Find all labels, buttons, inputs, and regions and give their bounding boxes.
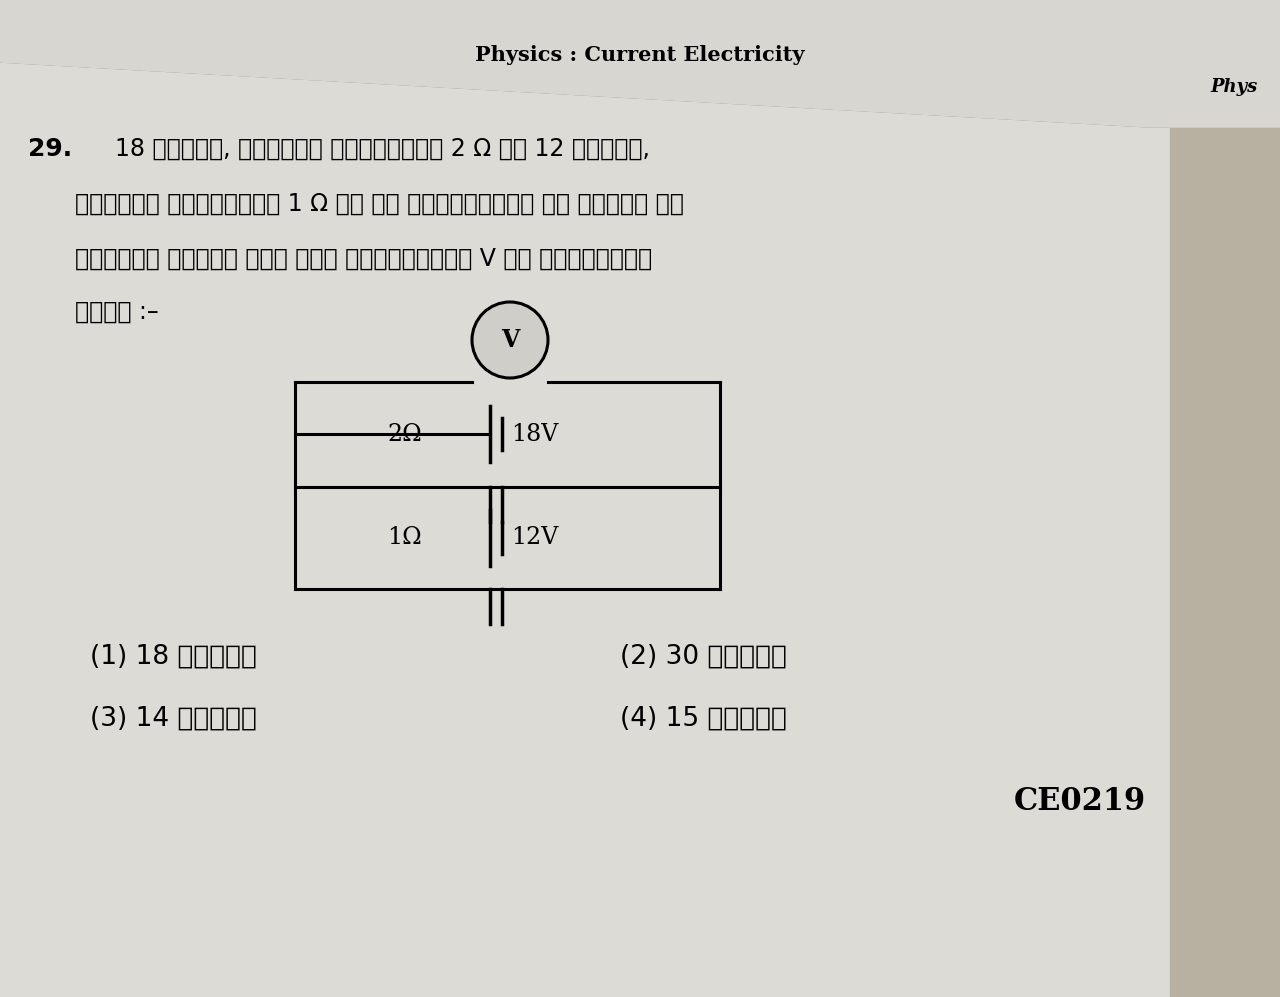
Text: (1) 18 वोल्ट: (1) 18 वोल्ट xyxy=(90,644,257,670)
Text: (3) 14 वोल्ट: (3) 14 वोल्ट xyxy=(90,706,257,732)
Text: 2Ω: 2Ω xyxy=(388,423,422,446)
Bar xyxy=(1170,0,1280,997)
Polygon shape xyxy=(0,0,1280,127)
Text: Physics : Current Electricity: Physics : Current Electricity xyxy=(475,45,805,65)
Text: अनुसार जोड़ा गया है। वोल्टमीटर V पर पाठ्यांक: अनुसार जोड़ा गया है। वोल्टमीटर V पर पाठ्… xyxy=(76,247,652,271)
Text: होगा :–: होगा :– xyxy=(76,300,159,324)
Text: 18V: 18V xyxy=(512,423,558,446)
Polygon shape xyxy=(0,0,1280,127)
Text: 29.: 29. xyxy=(28,137,72,161)
Text: 12V: 12V xyxy=(512,526,558,549)
Text: 18 वोल्ट, आंतरिक प्रतिरोध 2 Ω और 12 वोल्ट,: 18 वोल्ट, आंतरिक प्रतिरोध 2 Ω और 12 वोल्… xyxy=(115,137,650,161)
Circle shape xyxy=(472,302,548,378)
Text: V: V xyxy=(500,328,520,352)
Text: CE0219: CE0219 xyxy=(1014,787,1146,818)
Text: (2) 30 वोल्ट: (2) 30 वोल्ट xyxy=(620,644,787,670)
Text: Phys: Phys xyxy=(1210,78,1257,96)
Text: 1Ω: 1Ω xyxy=(388,526,422,549)
Text: (4) 15 वोल्ट: (4) 15 वोल्ट xyxy=(620,706,787,732)
Text: आंतरिक प्रतिरोध 1 Ω की दो बैट्रियों को चित्र के: आंतरिक प्रतिरोध 1 Ω की दो बैट्रियों को च… xyxy=(76,192,684,216)
